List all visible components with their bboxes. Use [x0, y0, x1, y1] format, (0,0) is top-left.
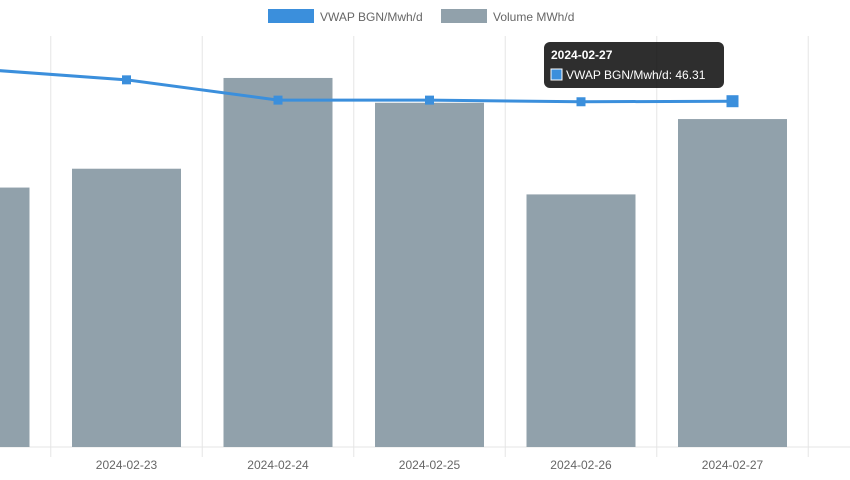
vwap-point-2024-02-24[interactable] [273, 95, 283, 105]
legend: VWAP BGN/Mwh/d Volume MWh/d [268, 9, 574, 24]
volume-bar-2024-02-25[interactable] [375, 102, 484, 447]
x-tick-label: 2024-02-23 [96, 458, 158, 472]
volume-bar-2024-02-22[interactable] [0, 187, 30, 447]
vwap-point-2024-02-25[interactable] [425, 95, 434, 105]
vwap-line-series [0, 69, 739, 108]
x-tick-label: 2024-02-27 [702, 458, 764, 472]
legend-item-volume[interactable]: Volume MWh/d [441, 9, 574, 24]
x-tick-label: 2024-02-24 [247, 458, 309, 472]
tooltip-label: VWAP BGN/Mwh/d: 46.31 [566, 68, 706, 82]
tooltip-title: 2024-02-27 [551, 48, 613, 62]
x-axis: 22024-02-232024-02-242024-02-252024-02-2… [96, 458, 764, 472]
vwap-line [0, 69, 733, 104]
volume-bar-2024-02-27[interactable] [678, 119, 787, 448]
vwap-point-2024-02-23[interactable] [122, 75, 131, 85]
tooltip: 2024-02-27 VWAP BGN/Mwh/d: 46.31 [544, 42, 724, 88]
legend-swatch-volume [441, 9, 487, 23]
x-tick-label: 2024-02-26 [550, 458, 612, 472]
volume-bars [0, 77, 787, 448]
volume-bar-2024-02-23[interactable] [72, 168, 181, 447]
legend-item-vwap[interactable]: VWAP BGN/Mwh/d [268, 9, 423, 24]
x-tick-label: 2024-02-25 [399, 458, 461, 472]
vwap-point-2024-02-27[interactable] [726, 95, 739, 108]
legend-swatch-vwap [268, 9, 314, 23]
vwap-point-2024-02-26[interactable] [576, 97, 586, 107]
legend-label-vwap: VWAP BGN/Mwh/d [320, 10, 423, 24]
volume-bar-2024-02-24[interactable] [223, 77, 333, 448]
legend-label-volume: Volume MWh/d [493, 10, 574, 24]
tooltip-box [544, 42, 724, 88]
tooltip-swatch [550, 68, 563, 81]
volume-bar-2024-02-26[interactable] [526, 194, 636, 447]
